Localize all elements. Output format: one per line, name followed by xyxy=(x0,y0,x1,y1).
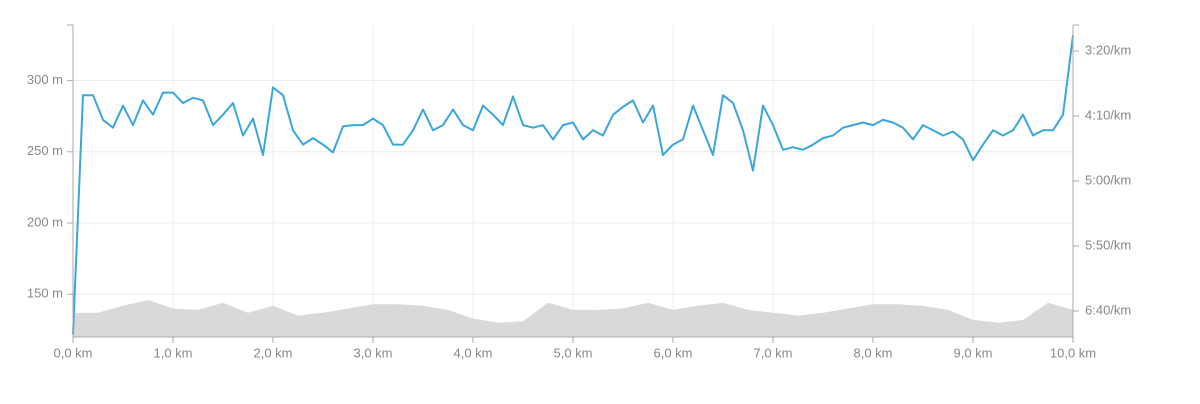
x-tick-label: 6,0 km xyxy=(653,345,692,360)
y-tick-label: 150 m xyxy=(27,286,63,301)
y2-tick-label: 3:20/km xyxy=(1085,42,1131,57)
x-tick-label: 1,0 km xyxy=(153,345,192,360)
y-tick-label: 200 m xyxy=(27,214,63,229)
x-tick-label: 10,0 km xyxy=(1050,345,1096,360)
x-tick-label: 5,0 km xyxy=(553,345,592,360)
y2-tick-label: 5:00/km xyxy=(1085,172,1131,187)
x-tick-label: 2,0 km xyxy=(253,345,292,360)
x-tick-label: 7,0 km xyxy=(753,345,792,360)
x-tick-label: 0,0 km xyxy=(53,345,92,360)
x-tick-label: 8,0 km xyxy=(853,345,892,360)
y-tick-label: 300 m xyxy=(27,72,63,87)
x-tick-label: 9,0 km xyxy=(953,345,992,360)
y-tick-label: 250 m xyxy=(27,143,63,158)
x-tick-label: 4,0 km xyxy=(453,345,492,360)
elevation-area xyxy=(73,300,1073,337)
y2-tick-label: 6:40/km xyxy=(1085,302,1131,317)
pace-line xyxy=(72,35,1074,335)
y2-tick-label: 5:50/km xyxy=(1085,237,1131,252)
x-tick-label: 3,0 km xyxy=(353,345,392,360)
y2-tick-label: 4:10/km xyxy=(1085,107,1131,122)
